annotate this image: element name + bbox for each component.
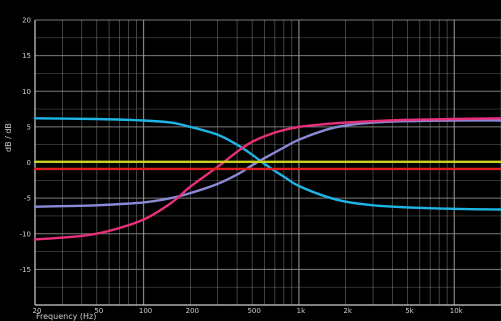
series-line-1 (33, 117, 501, 211)
y-tick-label: -10 (20, 230, 31, 238)
y-tick-label: 0 (27, 159, 31, 167)
y-tick-label: 20 (22, 17, 31, 25)
y-tick-label: 15 (22, 52, 31, 60)
x-tick-label: 10k (450, 307, 464, 315)
x-tick-label: 500 (247, 307, 260, 315)
x-tick-label: 200 (186, 307, 199, 315)
series-line-2 (33, 119, 501, 208)
y-tick-label: 5 (27, 123, 31, 131)
x-tick-label: 100 (139, 307, 152, 315)
y-axis-label: dB / dB (4, 123, 13, 152)
y-tick-label: 10 (22, 88, 31, 96)
series-line-3 (33, 117, 501, 241)
x-tick-label: 2k (343, 307, 352, 315)
x-tick-label: 5k (405, 307, 414, 315)
x-tick-label: 50 (94, 307, 103, 315)
y-tick-label: -5 (24, 195, 31, 203)
x-tick-label: 20 (33, 307, 42, 315)
x-axis-label: Frequency (Hz) (36, 312, 97, 321)
x-tick-label: 1k (297, 307, 306, 315)
y-tick-label: -15 (20, 266, 31, 274)
